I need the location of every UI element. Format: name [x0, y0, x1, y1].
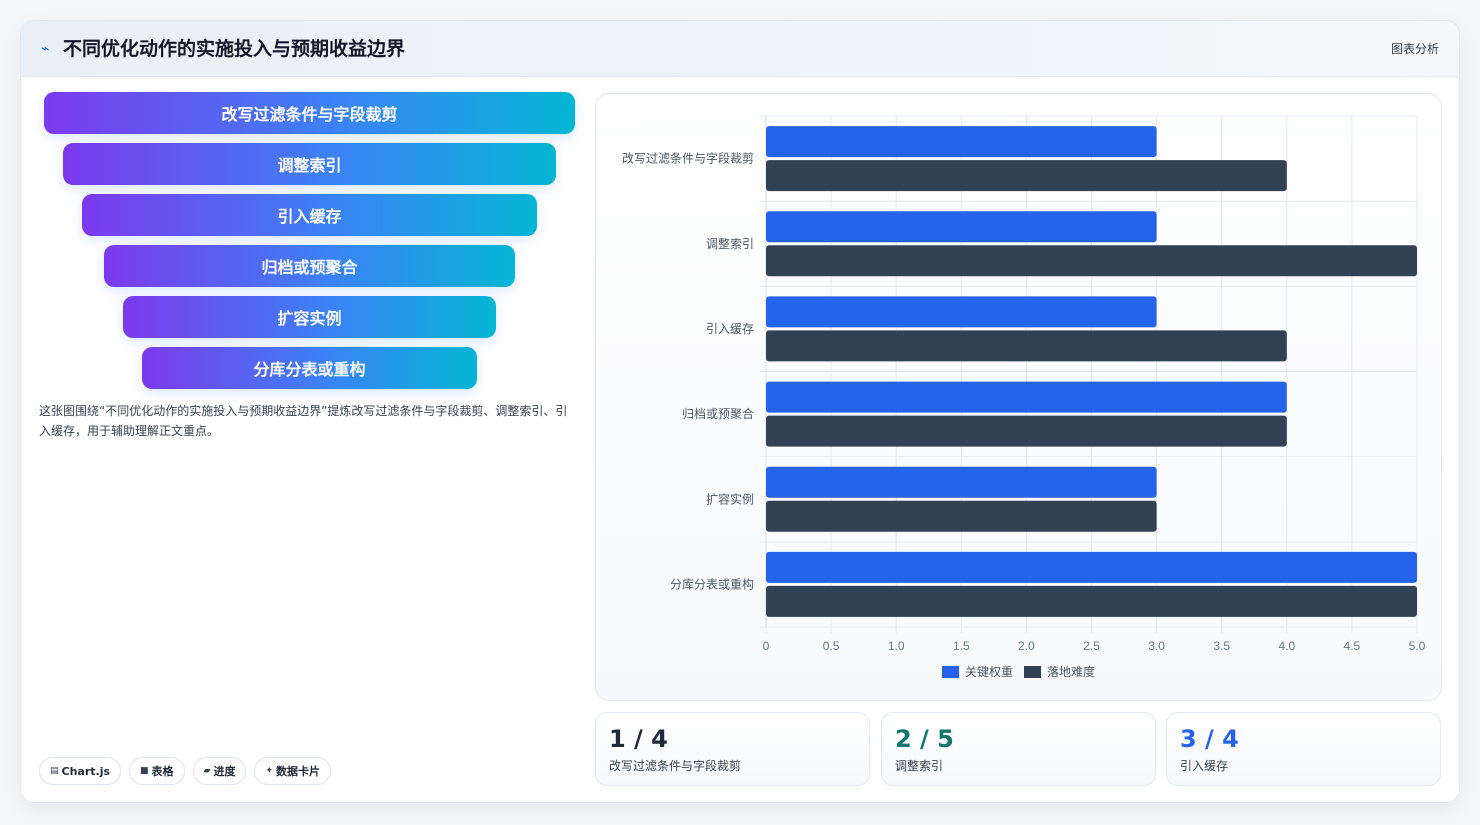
funnel-step-6: 分库分表或重构 [142, 347, 477, 389]
tag-data-card[interactable]: ✦ 数据卡片 [254, 757, 332, 785]
x-tick-label: 5.0 [1409, 639, 1426, 653]
x-tick-label: 4.0 [1278, 639, 1295, 653]
x-tick-label: 3.0 [1148, 639, 1165, 653]
funnel-step-1: 改写过滤条件与字段裁剪 [44, 92, 575, 134]
bar-key-weight [766, 466, 1157, 498]
bar-key-weight [766, 126, 1157, 158]
stat-card-1: 1 / 4 改写过滤条件与字段裁剪 [595, 712, 870, 786]
bar-difficulty [766, 245, 1417, 277]
bar-difficulty [766, 415, 1287, 447]
y-tick-label: 归档或预聚合 [682, 406, 754, 421]
tag-table[interactable]: ■ 表格 [129, 757, 185, 785]
y-tick-label: 调整索引 [706, 236, 754, 251]
y-tick-label: 扩容实例 [706, 491, 754, 506]
x-tick-label: 3.5 [1213, 639, 1230, 653]
tag-label: 进度 [213, 765, 236, 778]
bar-chart: 0 0.5 1.0 1.5 2.0 2.5 3.0 3.5 4.0 4.5 5.0 改写过滤条件与字段… [622, 115, 1426, 679]
bar-key-weight [766, 296, 1157, 328]
x-tick-label: 2.5 [1083, 639, 1100, 653]
funnel-step-3: 引入缓存 [82, 194, 537, 236]
sparkle-icon: ✦ [265, 766, 274, 776]
main-card: ⌁ 不同优化动作的实施投入与预期收益边界 图表分析 改写过滤条件与字段裁剪 调整… [20, 20, 1460, 803]
tag-progress[interactable]: ▰ 进度 [192, 757, 247, 785]
chart-line-icon: ⌁ [41, 41, 50, 57]
chart-caption: 这张图围绕“不同优化动作的实施投入与预期收益边界”提炼改写过滤条件与字段裁剪、调… [39, 404, 568, 438]
stat-value: 1 / 4 [609, 725, 668, 753]
progress-icon: ▰ [203, 766, 211, 776]
stat-label: 调整索引 [895, 759, 944, 773]
x-tick-label: 2.0 [1018, 639, 1035, 653]
bar-difficulty [766, 160, 1287, 192]
bar-key-weight [766, 381, 1287, 413]
tag-label: Chart.js [61, 764, 111, 778]
tag-label: 数据卡片 [276, 765, 321, 778]
bar-key-weight [766, 551, 1417, 583]
y-tick-label: 引入缓存 [706, 322, 754, 336]
chart-panel: 0 0.5 1.0 1.5 2.0 2.5 3.0 3.5 4.0 4.5 5.0 改写过滤条件与字段… [595, 93, 1442, 701]
funnel-step-2: 调整索引 [63, 143, 556, 185]
bar-difficulty [766, 330, 1287, 362]
funnel-step-5: 扩容实例 [123, 296, 496, 338]
x-tick-label: 4.5 [1344, 639, 1361, 653]
x-tick-label: 1.0 [888, 639, 905, 653]
tag-label: 表格 [151, 765, 174, 778]
stat-label: 引入缓存 [1180, 759, 1229, 773]
bar-difficulty [766, 585, 1417, 617]
legend-swatch [942, 666, 959, 678]
stat-label: 改写过滤条件与字段裁剪 [609, 759, 742, 773]
funnel-step-4: 归档或预聚合 [104, 245, 515, 287]
legend-swatch [1024, 666, 1041, 678]
table-icon: ■ [140, 766, 149, 776]
stat-card-3: 3 / 4 引入缓存 [1166, 712, 1441, 786]
stat-card-2: 2 / 5 调整索引 [881, 712, 1156, 786]
bar-key-weight [766, 211, 1157, 243]
stat-value: 2 / 5 [895, 725, 954, 753]
x-tick-label: 0 [763, 639, 770, 653]
legend-label: 关键权重 [965, 665, 1013, 679]
header: ⌁ 不同优化动作的实施投入与预期收益边界 图表分析 [21, 21, 1459, 77]
x-tick-label: 0.5 [823, 639, 840, 653]
page-title: 不同优化动作的实施投入与预期收益边界 [63, 38, 406, 60]
stat-value: 3 / 4 [1180, 725, 1239, 753]
chart-analysis-link[interactable]: 图表分析 [1390, 42, 1439, 56]
y-tick-label: 分库分表或重构 [670, 576, 754, 591]
tag-list: ▤ Chart.js ■ 表格 ▰ 进度 ✦ 数据卡片 [39, 757, 332, 785]
x-tick-label: 1.5 [953, 639, 970, 653]
tag-chartjs[interactable]: ▤ Chart.js [39, 757, 122, 785]
legend-label: 落地难度 [1047, 664, 1095, 679]
bar-difficulty [766, 500, 1157, 532]
chart-icon: ▤ [50, 766, 59, 776]
y-tick-label: 改写过滤条件与字段裁剪 [622, 151, 754, 166]
